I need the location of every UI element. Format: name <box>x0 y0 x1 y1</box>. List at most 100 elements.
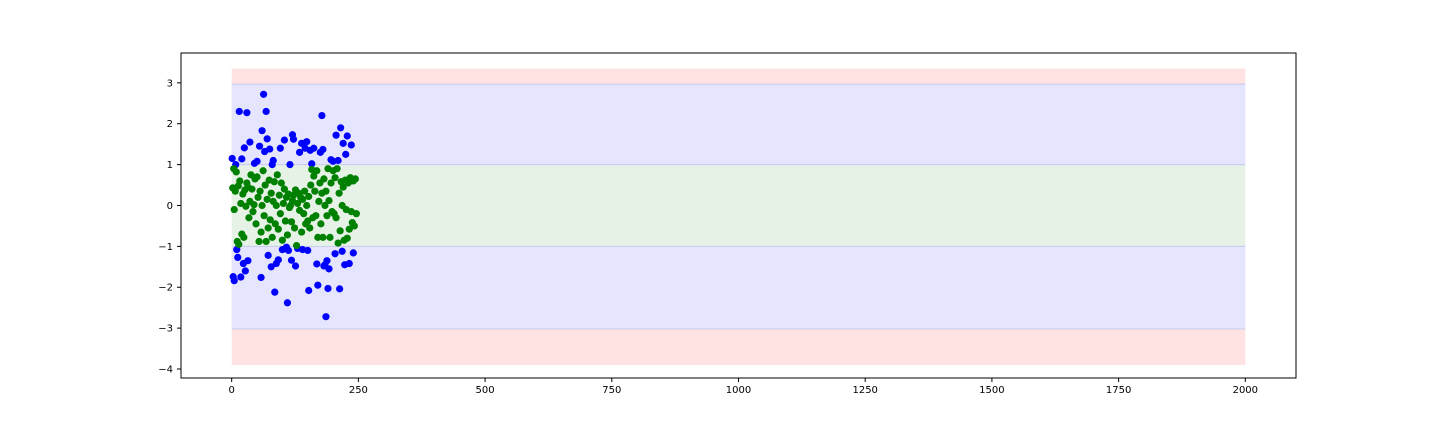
scatter-point <box>311 188 318 195</box>
scatter-point <box>261 212 268 219</box>
scatter-point <box>350 249 357 256</box>
scatter-point <box>344 132 351 139</box>
scatter-point <box>263 108 270 115</box>
outer-band-bottom <box>232 329 1246 365</box>
scatter-point <box>242 267 249 274</box>
scatter-point <box>332 214 339 221</box>
scatter-point <box>256 143 263 150</box>
scatter-point <box>315 198 322 205</box>
scatter-point <box>271 289 278 296</box>
scatter-point <box>254 194 261 201</box>
y-tick-label: 3 <box>167 78 173 89</box>
scatter-point <box>250 201 257 208</box>
scatter-point <box>277 145 284 152</box>
y-axis: −4 −3 −2 −1 0 1 2 3 <box>158 78 181 375</box>
scatter-point <box>273 202 280 209</box>
scatter-point <box>280 200 287 207</box>
scatter-point <box>325 265 332 272</box>
scatter-point <box>334 165 341 172</box>
x-tick-label: 1750 <box>1106 385 1131 396</box>
scatter-point <box>346 260 353 267</box>
scatter-point <box>306 224 313 231</box>
x-tick-label: 1500 <box>979 385 1004 396</box>
scatter-point <box>293 242 300 249</box>
scatter-point <box>255 238 262 245</box>
scatter-point <box>253 158 260 165</box>
scatter-point <box>243 109 250 116</box>
scatter-point <box>317 220 324 227</box>
scatter-point <box>304 247 311 254</box>
scatter-point <box>340 140 347 147</box>
scatter-point <box>241 144 248 151</box>
scatter-point <box>319 234 326 241</box>
scatter-point <box>310 145 317 152</box>
scatter-point <box>268 190 275 197</box>
x-tick-label: 500 <box>476 385 495 396</box>
scatter-point <box>305 287 312 294</box>
scatter-point <box>276 192 283 199</box>
scatter-point <box>260 91 267 98</box>
scatter-point <box>260 167 267 174</box>
scatter-point <box>352 175 359 182</box>
scatter-point <box>244 257 251 264</box>
scatter-point <box>236 108 243 115</box>
scatter-point <box>248 186 255 193</box>
y-tick-label: 2 <box>167 119 173 130</box>
scatter-point <box>284 231 291 238</box>
scatter-point <box>270 157 277 164</box>
scatter-point <box>313 260 320 267</box>
scatter-point <box>307 181 314 188</box>
scatter-point <box>256 188 263 195</box>
scatter-point <box>258 202 265 209</box>
scatter-point <box>337 227 344 234</box>
scatter-point <box>264 135 271 142</box>
scatter-point <box>285 247 292 254</box>
scatter-point <box>275 226 282 233</box>
scatter-point <box>249 208 256 215</box>
scatter-point <box>229 155 236 162</box>
scatter-point <box>281 136 288 143</box>
scatter-point <box>240 234 247 241</box>
scatter-point <box>252 220 259 227</box>
scatter-point <box>278 179 285 186</box>
scatter-point <box>237 273 244 280</box>
y-tick-label: −2 <box>158 283 173 294</box>
scatter-point <box>257 274 264 281</box>
scatter-point <box>274 171 281 178</box>
outer-band-top <box>232 69 1246 85</box>
scatter-point <box>275 256 282 263</box>
x-axis: 0 250 500 750 1000 1250 1500 1750 2000 <box>228 378 1258 396</box>
scatter-point <box>331 174 338 181</box>
y-tick-label: −3 <box>158 324 173 335</box>
scatter-point <box>282 217 289 224</box>
scatter-point <box>234 254 241 261</box>
scatter-point <box>323 257 330 264</box>
x-tick-label: 2000 <box>1233 385 1258 396</box>
y-tick-label: 0 <box>167 201 173 212</box>
scatter-point <box>269 234 276 241</box>
scatter-point <box>231 277 238 284</box>
scatter-point <box>300 210 307 217</box>
scatter-point <box>339 248 346 255</box>
scatter-point <box>342 151 349 158</box>
x-tick-label: 250 <box>349 385 368 396</box>
scatter-point <box>292 262 299 269</box>
y-tick-label: 1 <box>167 160 173 171</box>
scatter-point <box>337 124 344 131</box>
scatter-point <box>336 190 343 197</box>
scatter-point <box>322 313 329 320</box>
scatter-point <box>305 193 312 200</box>
scatter-point <box>351 222 358 229</box>
scatter-point <box>344 235 351 242</box>
scatter-point <box>284 299 291 306</box>
scatter-point <box>279 237 286 244</box>
scatter-point <box>325 197 332 204</box>
x-tick-label: 0 <box>228 385 234 396</box>
scatter-point <box>265 252 272 259</box>
scatter-point <box>246 139 253 146</box>
scatter-point <box>336 285 343 292</box>
inner-band <box>232 165 1246 247</box>
scatter-point <box>236 177 243 184</box>
scatter-point <box>245 214 252 221</box>
